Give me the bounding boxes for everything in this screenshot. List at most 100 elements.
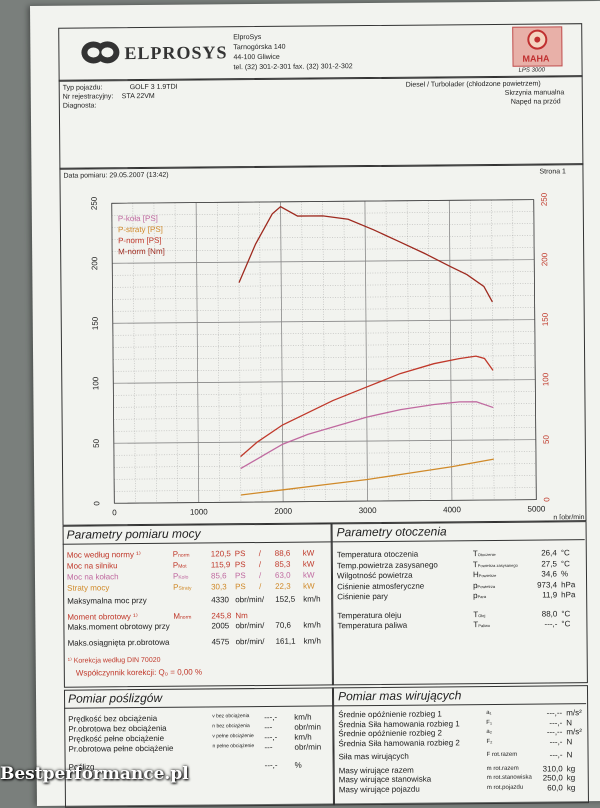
engine-param-unit-ps: PS — [234, 560, 246, 570]
series-line — [240, 401, 494, 470]
engine-param-value-ps: 120,5 — [210, 549, 231, 559]
series-line — [240, 355, 494, 458]
watermark: Bestperformance.pl — [0, 764, 189, 784]
torque-label: Moment obrotowy ¹⁾ — [67, 612, 138, 622]
y-tick-label-left: 0 — [92, 501, 101, 506]
slip-unit: obr/min — [294, 722, 322, 732]
grid-line-vertical — [217, 202, 221, 503]
slip-symbol: n pełne obciążenie — [212, 743, 255, 750]
x-tick-label: 4000 — [443, 505, 461, 514]
grid-line-horizontal — [111, 211, 534, 216]
ambient-box — [330, 521, 588, 686]
engine-param-symbol-subscript: Mot — [178, 563, 187, 570]
engine-param-symbol: PKoło — [173, 572, 189, 581]
x-tick-label: 1000 — [190, 507, 208, 516]
grid-line-vertical — [406, 200, 410, 501]
ambient-value: 34,6 — [541, 569, 558, 579]
engine-type: Diesel / Turbolader (chłodzone powietrze… — [405, 80, 541, 89]
ambient-label: Ciśnienie pary — [337, 591, 388, 602]
slip-label: Pr.obrotowa pełne obciążenie — [68, 743, 174, 754]
grid-line-horizontal — [112, 235, 535, 240]
grid-line-horizontal — [114, 487, 537, 492]
engine-param-unit-ps: PS — [234, 571, 246, 581]
max-rpm-value: 4575 — [211, 637, 230, 647]
ambient-unit: hPa — [561, 590, 576, 600]
ambient-label: Temp.powietrza zasysanego — [336, 559, 438, 570]
ambient-unit: °C — [561, 608, 571, 618]
inertia-unit: kg — [566, 763, 576, 773]
slip-value: --- — [264, 742, 273, 752]
brand-logo-text: ELPROSYS — [124, 42, 228, 64]
maha-logo-label: MAHA — [522, 53, 550, 64]
ambient-unit: °C — [561, 619, 571, 629]
ambient-symbol-subscript: Paliwo — [478, 623, 491, 629]
engine-param-value-ps: 115,9 — [210, 560, 231, 570]
inertia-symbol: m rot.stanowiska — [486, 774, 532, 782]
ambient-symbol: TPaliwo — [473, 620, 491, 629]
ambient-symbol: pPara — [473, 591, 486, 600]
engine-param-unit-ps: PS — [235, 582, 246, 592]
slip-symbol: n bez obciążenia — [212, 723, 250, 730]
ambient-label: Temperatura oleju — [337, 610, 402, 620]
ambient-title: Parametry otoczenia — [336, 524, 447, 540]
engine-param-symbol-subscript: Koło — [178, 574, 189, 581]
slip-unit: km/h — [294, 712, 312, 722]
engine-param-value-ps: 85,6 — [210, 571, 227, 581]
slip-label: Prędkość bez obciążenia — [68, 713, 158, 724]
ambient-label: Temperatura otoczenia — [336, 549, 419, 560]
ambient-label: Temperatura paliwa — [337, 620, 408, 631]
grid-line-vertical — [428, 200, 432, 501]
grid-line-horizontal — [112, 283, 535, 288]
torque-symbol: Mnorm — [173, 612, 191, 621]
elprosys-logo-icon — [80, 39, 120, 65]
engine-param-symbol: PMot — [173, 561, 187, 570]
slip-value: ---,- — [264, 760, 278, 770]
ambient-value: 26,4 — [541, 548, 557, 558]
x-tick-label: 2000 — [274, 507, 292, 516]
ambient-symbol-subscript: Powietrza zasysanego — [477, 562, 518, 568]
grid-line-vertical — [448, 200, 453, 501]
inertia-unit: m/s² — [566, 727, 582, 737]
inertia-label: Masy wirujące pojazdu — [338, 784, 420, 794]
max-rpm-unit: obr/min/ — [235, 636, 265, 647]
slip-unit: km/h — [294, 732, 312, 742]
y-tick-label-right: 0 — [542, 497, 551, 502]
engine-param-unit-kw: kW — [302, 570, 315, 580]
inertia-title: Pomiar mas wirujących — [337, 688, 462, 704]
inertia-symbol: F₁ — [486, 719, 492, 726]
power-torque-chart: 0 1000 2000 3000 4000 5000 0 50 100 150 200 250 0 50 1… — [90, 192, 585, 521]
grid-line-horizontal — [112, 319, 535, 324]
grid-line-horizontal — [113, 367, 536, 372]
engine-param-symbol: Pnorm — [173, 550, 190, 559]
engine-param-label: Moc na kołach — [66, 572, 119, 582]
ambient-value: ---,- — [544, 619, 558, 629]
y-tick-label-left: 250 — [90, 196, 99, 210]
inertia-value: ---,- — [549, 717, 563, 727]
dyno-report-sheet: ELPROSYS ElproSys Tarnogórska 140 44-100… — [30, 1, 600, 808]
engine-param-unit-kw: kW — [302, 548, 315, 558]
y-tick-label-right: 50 — [542, 434, 551, 444]
inertia-label: Średnie opóźnienie rozbieg 2 — [338, 728, 443, 739]
ambient-symbol: TOlej — [473, 610, 485, 619]
slip-unit: % — [294, 760, 302, 770]
y-tick-label-right: 100 — [541, 372, 550, 386]
max-power-rpm-unit: obr/min/ — [235, 594, 265, 605]
slip-value: --- — [264, 722, 273, 732]
plot-frame — [111, 199, 537, 504]
grid-line-horizontal — [112, 307, 535, 312]
inertia-unit: N — [566, 750, 573, 760]
ambient-unit: °C — [560, 558, 570, 568]
slip-label: Prędkość pełne obciążenie — [68, 733, 165, 744]
y-tick-label-left: 50 — [92, 438, 101, 448]
inertia-symbol: a₂ — [486, 728, 493, 736]
diagnostician-label: Diagnosta: — [62, 102, 97, 110]
slip-title: Pomiar poślizgów — [67, 690, 163, 706]
x-axis-label: n [obr/min] — [553, 514, 584, 521]
engine-param-value-kw: 63,0 — [274, 570, 291, 580]
grid-line-horizontal — [112, 331, 535, 336]
engine-params-title: Parametry pomiaru mocy — [66, 526, 201, 542]
inertia-symbol: F₂ — [486, 738, 493, 745]
grid-line-horizontal — [113, 403, 536, 408]
grid-line-vertical — [470, 200, 474, 501]
slip-unit: obr/min — [294, 742, 322, 752]
